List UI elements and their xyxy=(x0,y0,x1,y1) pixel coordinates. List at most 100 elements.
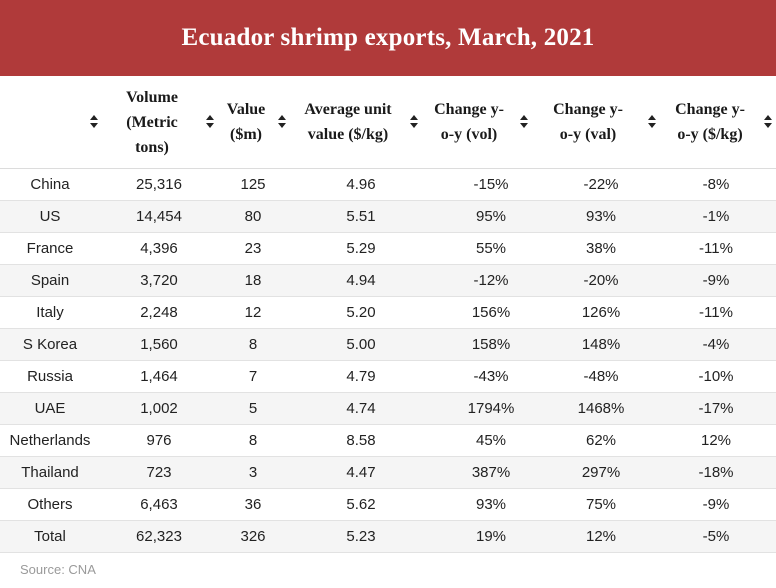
column-header-label: Change y- xyxy=(434,101,504,118)
title-banner: Ecuador shrimp exports, March, 2021 xyxy=(0,0,776,76)
table-row: Total 62,323 326 5.23 19% 12% -5% xyxy=(0,521,776,553)
cell-change-kg: -1% xyxy=(702,208,730,225)
column-header-label: Value xyxy=(226,101,266,118)
cell-change-val: 148% xyxy=(581,336,621,353)
column-header-label: Change y- xyxy=(675,101,745,118)
column-header-label: value ($/kg) xyxy=(307,126,389,143)
cell-change-val: 93% xyxy=(585,208,617,225)
column-header-unit-value[interactable]: Average unit value ($/kg) xyxy=(288,76,420,168)
column-header-country[interactable] xyxy=(0,76,100,168)
cell-change-vol: -12% xyxy=(473,272,509,289)
cell-value: 18 xyxy=(244,272,262,289)
table-row: China 25,316 125 4.96 -15% -22% -8% xyxy=(0,169,776,201)
table-body: China 25,316 125 4.96 -15% -22% -8% US 14,454 80 5… xyxy=(0,169,776,553)
column-header-label: o-y (val) xyxy=(559,126,617,143)
cell-change-val: 75% xyxy=(585,496,617,513)
cell-change-vol: 55% xyxy=(475,240,507,257)
cell-value: 36 xyxy=(244,496,262,513)
cell-country: Total xyxy=(34,528,66,545)
column-header-volume[interactable]: Volume (Metric tons) xyxy=(100,76,216,168)
cell-value: 3 xyxy=(248,464,258,481)
cell-unit-value: 5.23 xyxy=(346,528,376,545)
table-row: UAE 1,002 5 4.74 1794% 1468% -17% xyxy=(0,393,776,425)
cell-country: Thailand xyxy=(21,464,79,481)
cell-change-val: -48% xyxy=(583,368,619,385)
cell-volume: 14,454 xyxy=(136,208,182,225)
cell-volume: 25,316 xyxy=(136,176,182,193)
cell-volume: 2,248 xyxy=(140,304,178,321)
cell-unit-value: 5.00 xyxy=(346,336,376,353)
cell-change-kg: -8% xyxy=(702,176,730,193)
cell-volume: 1,464 xyxy=(140,368,178,385)
sort-arrows-icon[interactable] xyxy=(204,114,216,130)
cell-change-val: 1468% xyxy=(577,400,625,417)
cell-volume: 1,002 xyxy=(140,400,178,417)
cell-change-vol: 45% xyxy=(475,432,507,449)
cell-change-kg: -9% xyxy=(702,496,730,513)
column-header-label: Average unit xyxy=(304,101,392,118)
sort-arrows-icon[interactable] xyxy=(646,114,658,130)
cell-country: Italy xyxy=(36,304,64,321)
cell-change-val: 126% xyxy=(581,304,621,321)
cell-value: 8 xyxy=(248,432,258,449)
cell-change-vol: 19% xyxy=(475,528,507,545)
cell-unit-value: 4.96 xyxy=(346,176,376,193)
cell-change-kg: -4% xyxy=(702,336,730,353)
cell-change-kg: -10% xyxy=(698,368,734,385)
table-row: US 14,454 80 5.51 95% 93% -1% xyxy=(0,201,776,233)
cell-country: France xyxy=(26,240,74,257)
cell-change-val: 62% xyxy=(585,432,617,449)
cell-volume: 4,396 xyxy=(140,240,178,257)
cell-unit-value: 8.58 xyxy=(346,432,376,449)
cell-unit-value: 4.79 xyxy=(346,368,376,385)
column-header-change-vol[interactable]: Change y-o-y (vol) xyxy=(420,76,530,168)
cell-country: UAE xyxy=(34,400,66,417)
cell-country: Others xyxy=(27,496,73,513)
cell-change-vol: 93% xyxy=(475,496,507,513)
column-header-change-val[interactable]: Change y-o-y (val) xyxy=(530,76,658,168)
cell-value: 125 xyxy=(240,176,266,193)
column-header-label: tons) xyxy=(135,138,169,156)
table-row: Spain 3,720 18 4.94 -12% -20% -9% xyxy=(0,265,776,297)
sort-arrows-icon[interactable] xyxy=(762,114,774,130)
cell-volume: 6,463 xyxy=(140,496,178,513)
cell-change-vol: 158% xyxy=(471,336,511,353)
cell-unit-value: 5.29 xyxy=(346,240,376,257)
cell-change-kg: -11% xyxy=(699,304,733,321)
cell-volume: 62,323 xyxy=(136,528,182,545)
sort-arrows-icon[interactable] xyxy=(518,114,530,130)
table-row: Others 6,463 36 5.62 93% 75% -9% xyxy=(0,489,776,521)
sort-arrows-icon[interactable] xyxy=(276,114,288,130)
cell-volume: 3,720 xyxy=(140,272,178,289)
cell-change-vol: 1794% xyxy=(467,400,515,417)
cell-unit-value: 5.20 xyxy=(346,304,376,321)
cell-volume: 723 xyxy=(146,464,172,481)
table-row: France 4,396 23 5.29 55% 38% -11% xyxy=(0,233,776,265)
column-header-label: o-y (vol) xyxy=(440,126,498,143)
cell-value: 23 xyxy=(244,240,262,257)
cell-unit-value: 4.74 xyxy=(346,400,376,417)
sort-arrows-icon[interactable] xyxy=(88,114,100,130)
cell-volume: 976 xyxy=(146,432,172,449)
cell-value: 326 xyxy=(240,528,266,545)
column-header-value[interactable]: Value ($m) xyxy=(216,76,288,168)
table-header: Volume (Metric tons) Value ($m) Average unit v… xyxy=(0,76,776,169)
cell-change-val: -22% xyxy=(583,176,619,193)
cell-change-val: 12% xyxy=(585,528,617,545)
sort-arrows-icon[interactable] xyxy=(408,114,420,130)
cell-change-val: 297% xyxy=(581,464,621,481)
cell-value: 12 xyxy=(244,304,262,321)
cell-country: S Korea xyxy=(22,336,78,353)
table-row: Netherlands 976 8 8.58 45% 62% 12% xyxy=(0,425,776,457)
cell-unit-value: 5.51 xyxy=(346,208,376,225)
cell-change-kg: -11% xyxy=(699,240,733,257)
cell-country: China xyxy=(30,176,70,193)
column-header-change-kg[interactable]: Change y-o-y ($/kg) xyxy=(658,76,774,168)
column-header-label: Change y- xyxy=(553,101,623,118)
cell-change-kg: -5% xyxy=(702,528,730,545)
cell-unit-value: 4.47 xyxy=(346,464,376,481)
cell-change-val: -20% xyxy=(583,272,619,289)
cell-country: Spain xyxy=(30,272,70,289)
column-header-label: o-y ($/kg) xyxy=(677,126,743,143)
column-header-label: (Metric xyxy=(126,113,178,131)
